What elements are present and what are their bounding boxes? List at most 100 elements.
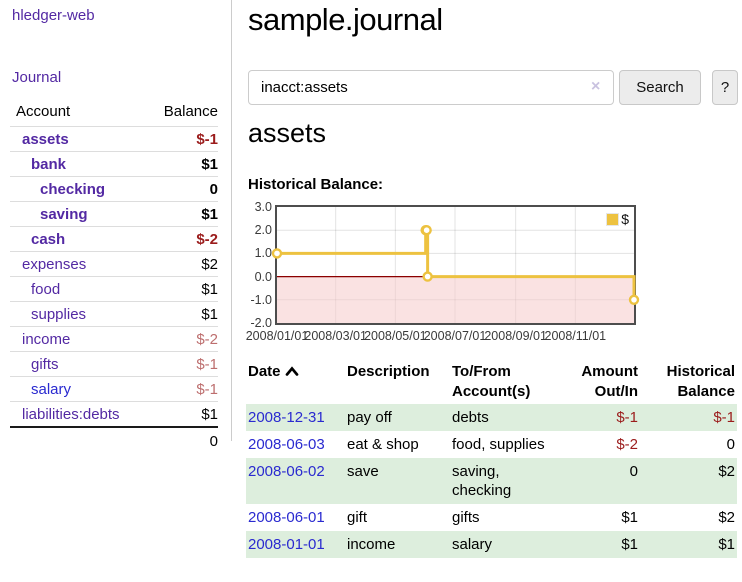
account-link[interactable]: gifts: [31, 356, 59, 373]
accounts-header-row: Account Balance: [10, 101, 218, 127]
transaction-date-link[interactable]: 2008-01-01: [248, 536, 325, 553]
x-tick-label: 2008/07/01: [423, 329, 487, 343]
account-link[interactable]: supplies: [31, 306, 87, 323]
register-header-row: Date Description To/From Account(s) Amount …: [246, 360, 737, 404]
register-header-amount-out-in: Amount Out/In: [581, 363, 638, 400]
account-row: cash $-2: [10, 226, 218, 252]
account-balance: $-2: [149, 326, 218, 352]
x-tick-label: 2008/05/01: [364, 329, 427, 343]
chart-legend: $: [606, 211, 629, 227]
accounts-header-balance: Balance: [149, 101, 218, 127]
transaction-accounts: food, supplies: [452, 436, 545, 453]
account-balance: $-1: [149, 351, 218, 377]
search-button[interactable]: Search: [619, 70, 701, 105]
transaction-balance: 0: [726, 436, 735, 453]
page-title: sample.journal: [248, 2, 443, 37]
accounts-table: Account Balance assets $-1 bank $1 checking 0…: [10, 101, 218, 453]
account-link[interactable]: food: [31, 281, 61, 298]
chart-plot-area: $: [271, 205, 640, 325]
transaction-amount: $1: [621, 509, 638, 526]
transaction-accounts: gifts: [452, 509, 480, 526]
sort-ascending-icon: [285, 366, 298, 376]
account-row: expenses $2: [10, 251, 218, 277]
account-balance: $1: [149, 201, 218, 227]
account-balance: 0: [149, 176, 218, 202]
accounts-total-balance: 0: [149, 426, 218, 453]
app-title-link[interactable]: hledger-web: [12, 7, 95, 24]
clear-search-icon[interactable]: ×: [591, 78, 601, 95]
account-link[interactable]: saving: [40, 206, 88, 223]
y-tick-label: 1.0: [254, 246, 272, 261]
y-tick-label: 2.0: [254, 223, 272, 238]
transaction-balance: $2: [718, 463, 735, 480]
x-tick-label: 2008/03/01: [304, 329, 367, 343]
chart-series: [271, 207, 640, 323]
account-link[interactable]: liabilities:debts: [22, 406, 120, 423]
transaction-date-link[interactable]: 2008-06-03: [248, 436, 325, 453]
accounts-header-account: Account: [10, 101, 150, 127]
legend-label: $: [621, 211, 629, 227]
transaction-balance: $-1: [713, 409, 735, 426]
account-balance: $1: [149, 301, 218, 327]
register-header-date[interactable]: Date: [246, 360, 345, 404]
table-row: 2008-06-03 eat & shop food, supplies $-2 0: [246, 431, 737, 458]
transaction-description: gift: [347, 509, 368, 526]
account-link[interactable]: salary: [31, 381, 72, 398]
account-link[interactable]: assets: [22, 131, 69, 148]
x-tick-label: 2008/09/01: [484, 329, 547, 343]
register-table: Date Description To/From Account(s) Amount …: [246, 360, 737, 558]
accounts-total-row: 0: [10, 426, 218, 453]
account-balance: $-2: [149, 226, 218, 252]
sidebar: hledger-web Journal Account Balance asse…: [0, 0, 232, 453]
transaction-date-link[interactable]: 2008-06-02: [248, 463, 325, 480]
transaction-balance: $2: [718, 509, 735, 526]
y-tick-label: 3.0: [254, 200, 272, 214]
transaction-date-link[interactable]: 2008-12-31: [248, 409, 325, 426]
transaction-date-link[interactable]: 2008-06-01: [248, 509, 325, 526]
account-row: checking 0: [10, 176, 218, 202]
register-header-description: Description: [347, 363, 430, 380]
transaction-description: eat & shop: [347, 436, 419, 453]
account-link[interactable]: bank: [31, 156, 67, 173]
x-tick-label: 2008/11/01: [544, 329, 607, 343]
account-link[interactable]: checking: [40, 181, 106, 198]
y-tick-label: 0.0: [254, 269, 272, 284]
chart-title: Historical Balance:: [248, 176, 384, 193]
transaction-accounts: debts: [452, 409, 489, 426]
account-row: gifts $-1: [10, 351, 218, 377]
account-row: saving $1: [10, 201, 218, 227]
account-balance: $1: [149, 151, 218, 177]
register-header-historical-balance: Historical Balance: [666, 363, 735, 400]
table-row: 2008-06-01 gift gifts $1 $2: [246, 504, 737, 531]
account-balance: $-1: [149, 126, 218, 152]
account-row: salary $-1: [10, 376, 218, 402]
search-help-button[interactable]: ?: [712, 70, 738, 105]
account-link[interactable]: cash: [31, 231, 66, 248]
y-tick-label: -2.0: [250, 316, 272, 330]
table-row: 2008-06-02 save saving, checking 0 $2: [246, 458, 737, 504]
search-bar: × Search ?: [248, 70, 738, 105]
transaction-description: save: [347, 463, 379, 480]
account-row: assets $-1: [10, 126, 218, 152]
sidebar-item-journal[interactable]: Journal: [12, 69, 62, 86]
x-tick-label: 2008/01/01: [245, 329, 309, 343]
transaction-amount: $-1: [616, 409, 638, 426]
account-link[interactable]: expenses: [22, 256, 87, 273]
account-balance: $-1: [149, 376, 218, 402]
account-heading: assets: [248, 118, 327, 148]
transaction-accounts: salary: [452, 536, 493, 553]
transaction-amount: $-2: [616, 436, 638, 453]
account-row: bank $1: [10, 151, 218, 177]
transaction-description: pay off: [347, 409, 392, 426]
main-content: sample.journal × Search ? assets Histori…: [245, 0, 742, 582]
search-input[interactable]: [248, 70, 614, 105]
account-row: food $1: [10, 276, 218, 302]
transaction-accounts: saving, checking: [452, 463, 512, 499]
legend-swatch-icon: [606, 212, 620, 226]
register-header-to-from-account-s-: To/From Account(s): [452, 363, 531, 400]
account-row: income $-2: [10, 326, 218, 352]
table-row: 2008-12-31 pay off debts $-1 $-1: [246, 404, 737, 431]
balance-chart: 3.0 2.0 1.0 0.0 -1.0 -2.0 $ 2008/01/01 2008/03…: [245, 200, 738, 345]
account-link[interactable]: income: [22, 331, 71, 348]
account-balance: $1: [149, 276, 218, 302]
